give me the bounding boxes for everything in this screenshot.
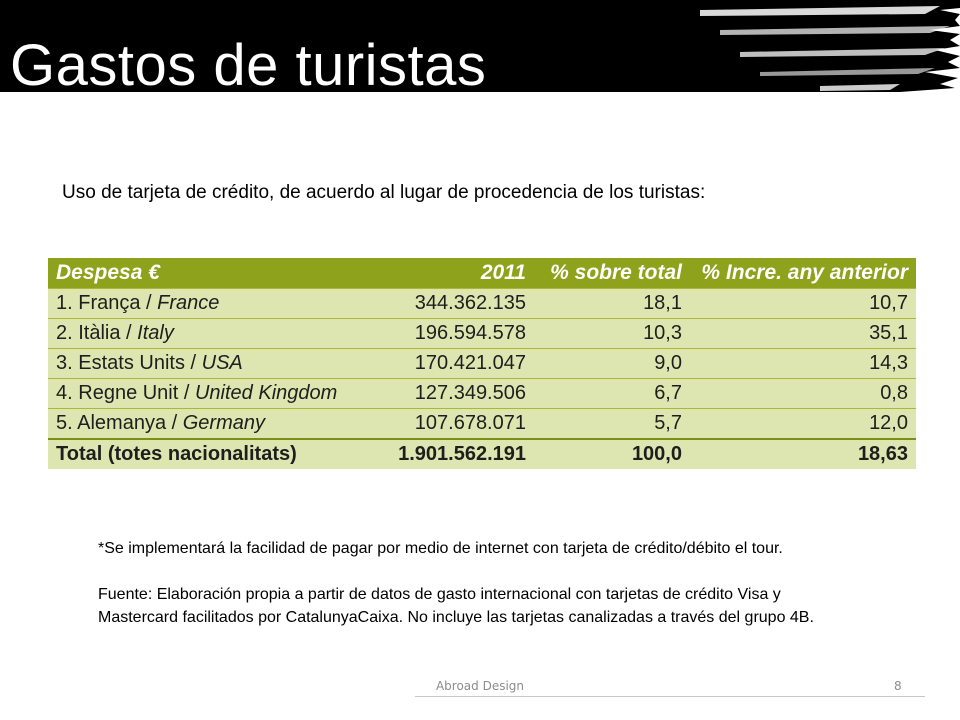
source-note: Fuente: Elaboración propia a partir de d…	[98, 586, 814, 626]
footer-divider	[415, 696, 925, 697]
header-despesa: Despesa €	[48, 258, 378, 289]
value-2011-cell: 127.349.506	[378, 378, 534, 409]
country-cell: 4. Regne Unit / United Kingdom	[48, 378, 378, 409]
table-header-row: Despesa € 2011 % sobre total % Incre. an…	[48, 258, 916, 289]
pct-total-cell: 6,7	[534, 378, 690, 409]
country-cell: 3. Estats Units / USA	[48, 348, 378, 379]
brush-stroke-banner	[0, 0, 960, 92]
notes-block: *Se implementará la facilidad de pagar p…	[98, 537, 858, 629]
table-row: 4. Regne Unit / United Kingdom 127.349.5…	[48, 378, 916, 409]
pct-incr-cell: 35,1	[690, 318, 916, 349]
title-banner: Gastos de turistas	[0, 0, 960, 98]
pct-total-cell: 18,1	[534, 288, 690, 319]
header-2011: 2011	[378, 258, 534, 289]
spending-table-container: Despesa € 2011 % sobre total % Incre. an…	[44, 254, 920, 469]
table-row: 1. França / France 344.362.135 18,1 10,7	[48, 288, 916, 319]
country-cell: 5. Alemanya / Germany	[48, 408, 378, 440]
pct-total-cell: 9,0	[534, 348, 690, 379]
value-2011-cell: 170.421.047	[378, 348, 534, 379]
table-total-row: Total (totes nacionalitats) 1.901.562.19…	[48, 439, 916, 469]
country-cell: 1. França / France	[48, 288, 378, 319]
pct-incr-cell: 0,8	[690, 378, 916, 409]
spending-table: Despesa € 2011 % sobre total % Incre. an…	[48, 258, 916, 469]
header-pct-incr: % Incre. any anterior	[690, 258, 916, 289]
total-pct-incr-cell: 18,63	[690, 439, 916, 469]
pct-total-cell: 5,7	[534, 408, 690, 440]
value-2011-cell: 196.594.578	[378, 318, 534, 349]
slide-title: Gastos de turistas	[10, 33, 487, 98]
pct-incr-cell: 14,3	[690, 348, 916, 379]
country-cell: 2. Itàlia / Italy	[48, 318, 378, 349]
table-row: 3. Estats Units / USA 170.421.047 9,0 14…	[48, 348, 916, 379]
header-pct-total: % sobre total	[534, 258, 690, 289]
intro-text: Uso de tarjeta de crédito, de acuerdo al…	[62, 182, 706, 203]
notes-spacer	[98, 560, 858, 583]
pct-incr-cell: 12,0	[690, 408, 916, 440]
implementation-note: *Se implementará la facilidad de pagar p…	[98, 540, 783, 557]
pct-total-cell: 10,3	[534, 318, 690, 349]
table-row: 5. Alemanya / Germany 107.678.071 5,7 12…	[48, 408, 916, 440]
page-number: 8	[894, 679, 902, 693]
value-2011-cell: 107.678.071	[378, 408, 534, 440]
value-2011-cell: 344.362.135	[378, 288, 534, 319]
table-row: 2. Itàlia / Italy 196.594.578 10,3 35,1	[48, 318, 916, 349]
total-label-cell: Total (totes nacionalitats)	[48, 439, 378, 469]
pct-incr-cell: 10,7	[690, 288, 916, 319]
total-pct-total-cell: 100,0	[534, 439, 690, 469]
total-value-2011-cell: 1.901.562.191	[378, 439, 534, 469]
footer-label: Abroad Design	[435, 679, 525, 693]
